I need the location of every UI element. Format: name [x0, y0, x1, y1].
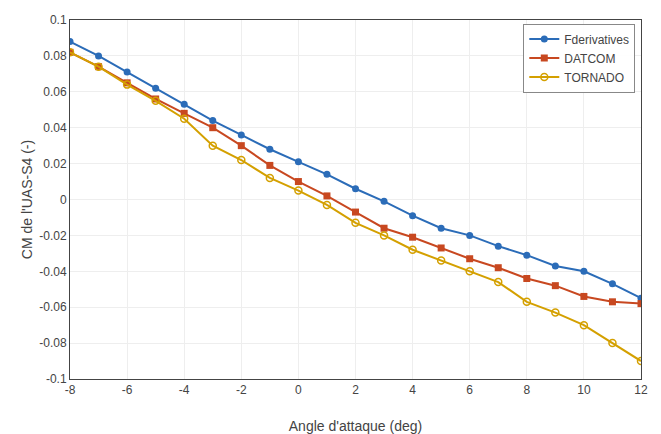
svg-text:TORNADO: TORNADO	[564, 71, 624, 85]
svg-text:0.04: 0.04	[43, 121, 67, 135]
svg-text:-0.02: -0.02	[39, 229, 67, 243]
svg-text:-0.06: -0.06	[39, 300, 67, 314]
svg-text:DATCOM: DATCOM	[564, 52, 615, 66]
svg-text:-0.04: -0.04	[39, 265, 67, 279]
svg-text:0.08: 0.08	[43, 49, 67, 63]
svg-text:-6: -6	[122, 383, 133, 397]
svg-text:-0.08: -0.08	[39, 336, 67, 350]
svg-text:0: 0	[60, 193, 67, 207]
svg-text:0.02: 0.02	[43, 157, 67, 171]
svg-text:-0.1: -0.1	[46, 372, 67, 386]
svg-text:0: 0	[295, 383, 302, 397]
svg-text:6: 6	[466, 383, 473, 397]
svg-text:Angle d'attaque (deg): Angle d'attaque (deg)	[289, 418, 422, 434]
svg-text:-8: -8	[65, 383, 76, 397]
svg-text:Fderivatives: Fderivatives	[564, 33, 629, 47]
svg-text:4: 4	[409, 383, 416, 397]
svg-text:0.06: 0.06	[43, 85, 67, 99]
svg-text:10: 10	[577, 383, 591, 397]
svg-text:0.1: 0.1	[50, 13, 67, 27]
svg-text:2: 2	[352, 383, 359, 397]
svg-text:-2: -2	[236, 383, 247, 397]
svg-text:12: 12	[634, 383, 648, 397]
svg-text:8: 8	[523, 383, 530, 397]
svg-text:-4: -4	[179, 383, 190, 397]
svg-text:CM de l'UAS-S4 (-): CM de l'UAS-S4 (-)	[19, 140, 35, 259]
